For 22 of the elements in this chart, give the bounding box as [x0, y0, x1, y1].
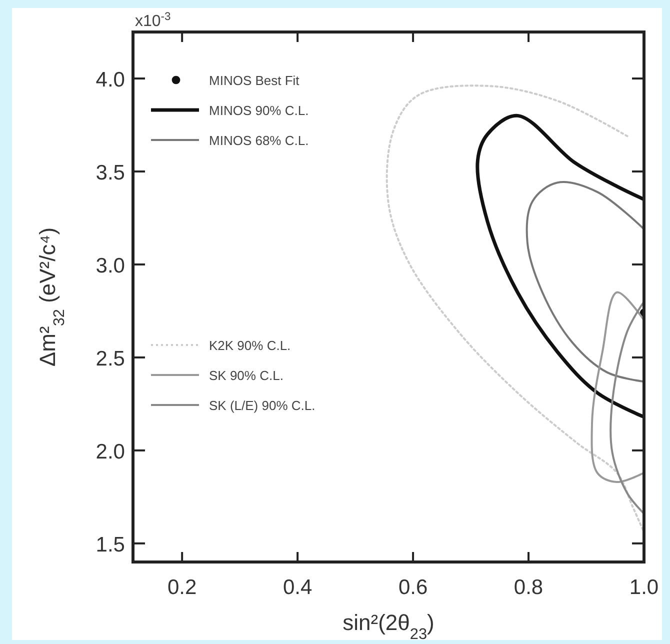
- x-tick-label: 0.4: [282, 576, 312, 599]
- y-tick-label: 2.5: [96, 347, 125, 370]
- x-tick-label: 0.2: [167, 576, 197, 599]
- legend-label: MINOS 68% C.L.: [209, 133, 309, 148]
- legend-label: SK 90% C.L.: [209, 368, 284, 383]
- line-series: [526, 181, 644, 383]
- x-tick-label: 0.8: [514, 576, 544, 599]
- legend-label: SK (L/E) 90% C.L.: [209, 398, 316, 413]
- x-tick-label: 0.6: [398, 576, 428, 599]
- x-tick-label: 1.0: [629, 576, 659, 599]
- y-tick-label: 3.0: [96, 254, 125, 278]
- legend-label: MINOS 90% C.L.: [209, 103, 309, 118]
- text: x10$^{-3}$: [135, 11, 171, 30]
- y-tick-label: 2.0: [96, 440, 125, 464]
- y-tick-label: 1.5: [96, 533, 125, 556]
- legend-label: MINOS Best Fit: [209, 73, 300, 88]
- x-axis-title: sin²(2θ$_{23}$): [342, 610, 434, 642]
- y-tick-label: 4.0: [96, 68, 125, 92]
- line-series: [590, 291, 644, 484]
- y-tick-label: 3.5: [96, 161, 125, 184]
- line-series: [476, 114, 644, 419]
- legend-label: K2K 90% C.L.: [209, 338, 291, 353]
